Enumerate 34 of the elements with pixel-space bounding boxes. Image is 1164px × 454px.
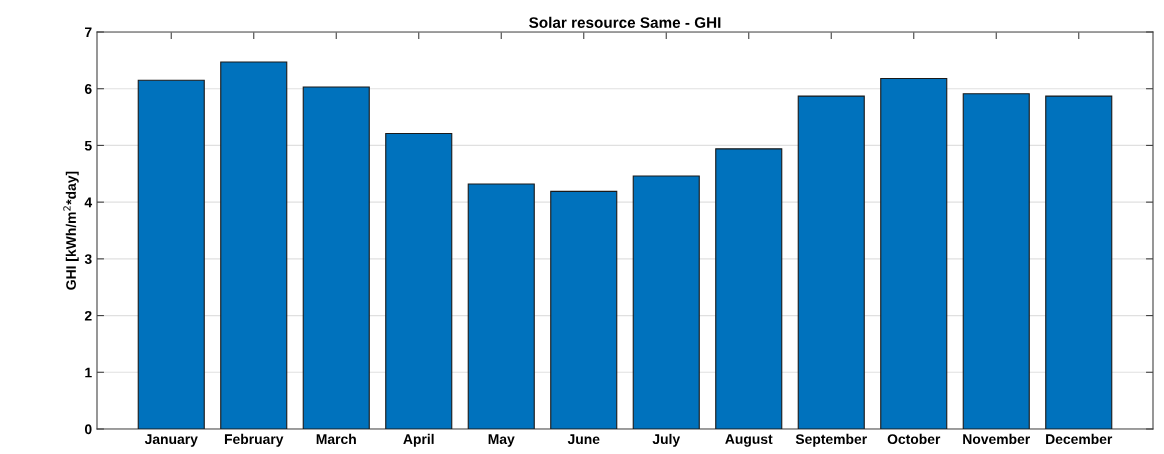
x-tick-label: May — [488, 434, 515, 447]
bar — [715, 148, 783, 429]
x-tick-label: July — [652, 433, 681, 447]
x-tick-label: January — [144, 434, 198, 447]
bar — [467, 183, 535, 429]
bar — [797, 95, 865, 429]
y-tick-label: 0 — [84, 424, 92, 435]
y-tick-label: 6 — [84, 84, 92, 94]
x-tick-label: August — [725, 434, 773, 447]
y-tick-label: 2 — [84, 310, 92, 321]
x-tick-label: November — [963, 433, 1030, 445]
x-tick-label: October — [887, 433, 941, 445]
x-tick-label: February — [224, 433, 284, 447]
bar — [137, 79, 205, 429]
y-tick-label: 1 — [85, 367, 92, 378]
chart-title: Solar resource Same - GHI — [529, 16, 721, 28]
y-tick-label: 3 — [84, 254, 92, 265]
y-axis-title: GHI [kWh/m$^{2}$*day] — [63, 171, 79, 290]
y-tick-label: 4 — [84, 197, 93, 208]
bar — [1045, 95, 1113, 429]
bar — [302, 86, 370, 429]
bar — [220, 61, 288, 429]
bar — [632, 175, 700, 429]
bar — [385, 132, 453, 429]
x-tick-label: December — [1046, 433, 1113, 445]
x-tick-label: September — [795, 433, 867, 447]
bar — [962, 93, 1030, 429]
y-tick-label: 7 — [85, 27, 92, 38]
x-tick-label: April — [403, 433, 434, 447]
bar — [550, 190, 618, 429]
y-tick-label: 5 — [84, 140, 92, 151]
bar — [880, 77, 948, 429]
x-tick-label: March — [316, 433, 356, 445]
x-tick-label: June — [567, 434, 600, 445]
